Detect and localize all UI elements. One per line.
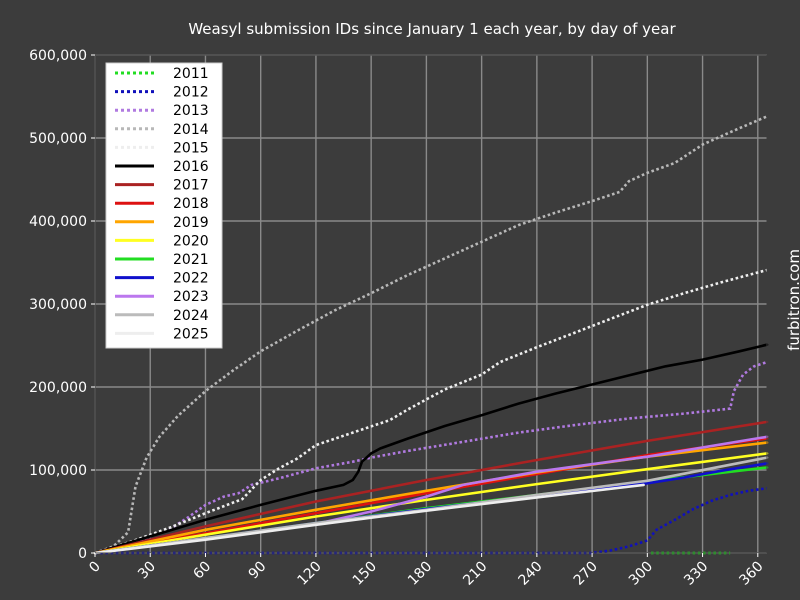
legend-label-2025: 2025 [173,326,209,342]
legend-label-2015: 2015 [173,140,209,156]
y-tick-label: 400,000 [29,214,87,230]
x-tick-label: 360 [736,559,766,589]
legend-label-2012: 2012 [173,85,209,101]
legend-label-2022: 2022 [173,271,209,287]
y-tick-label: 100,000 [29,463,87,479]
series-line-2020 [93,452,769,555]
legend-label-2016: 2016 [173,159,209,175]
x-tick-label: 270 [571,559,601,589]
series-lines [93,115,769,555]
x-tick-label: 210 [460,559,490,589]
legend-label-2019: 2019 [173,215,209,231]
legend-box [105,62,223,349]
legend-label-2020: 2020 [173,233,209,249]
series-line-2014 [94,115,768,555]
x-tick-label: 300 [626,559,656,589]
legend-label-2011: 2011 [173,66,209,82]
legend-label-2018: 2018 [173,196,209,212]
series-line-2016 [93,343,769,555]
legend-label-2023: 2023 [173,289,209,305]
x-tick-label: 0 [86,559,104,577]
y-tick-label: 200,000 [29,380,87,396]
legend-label-2024: 2024 [173,308,209,324]
x-tick-label: 120 [295,559,325,589]
legend-label-2017: 2017 [173,178,209,194]
x-tick-label: 150 [350,559,380,589]
y-tick-label: 600,000 [29,48,87,64]
x-tick-label: 180 [405,559,435,589]
x-tick-label: 330 [681,559,711,589]
x-tick-label: 240 [515,559,545,589]
legend: 2011 2012 2013 2014 2015 2016 2017 2018 2019 2020… [105,62,223,349]
chart-title: Weasyl submission IDs since January 1 ea… [188,20,676,38]
x-tick-label: 90 [246,559,270,583]
series-line-2025 [93,483,645,555]
legend-label-2021: 2021 [173,252,209,268]
y-tick-label: 500,000 [29,131,87,147]
series-line-2015 [94,268,768,555]
x-tick-label: 30 [135,559,159,583]
legend-label-2013: 2013 [173,103,209,119]
x-tick-label: 60 [190,559,214,583]
y-tick-label: 300,000 [29,297,87,313]
y-tick-label: 0 [78,546,87,562]
series-line-2017 [93,420,769,555]
watermark: furbitron.com [785,249,800,351]
series-line-2018 [93,437,769,555]
legend-label-2014: 2014 [173,122,209,138]
